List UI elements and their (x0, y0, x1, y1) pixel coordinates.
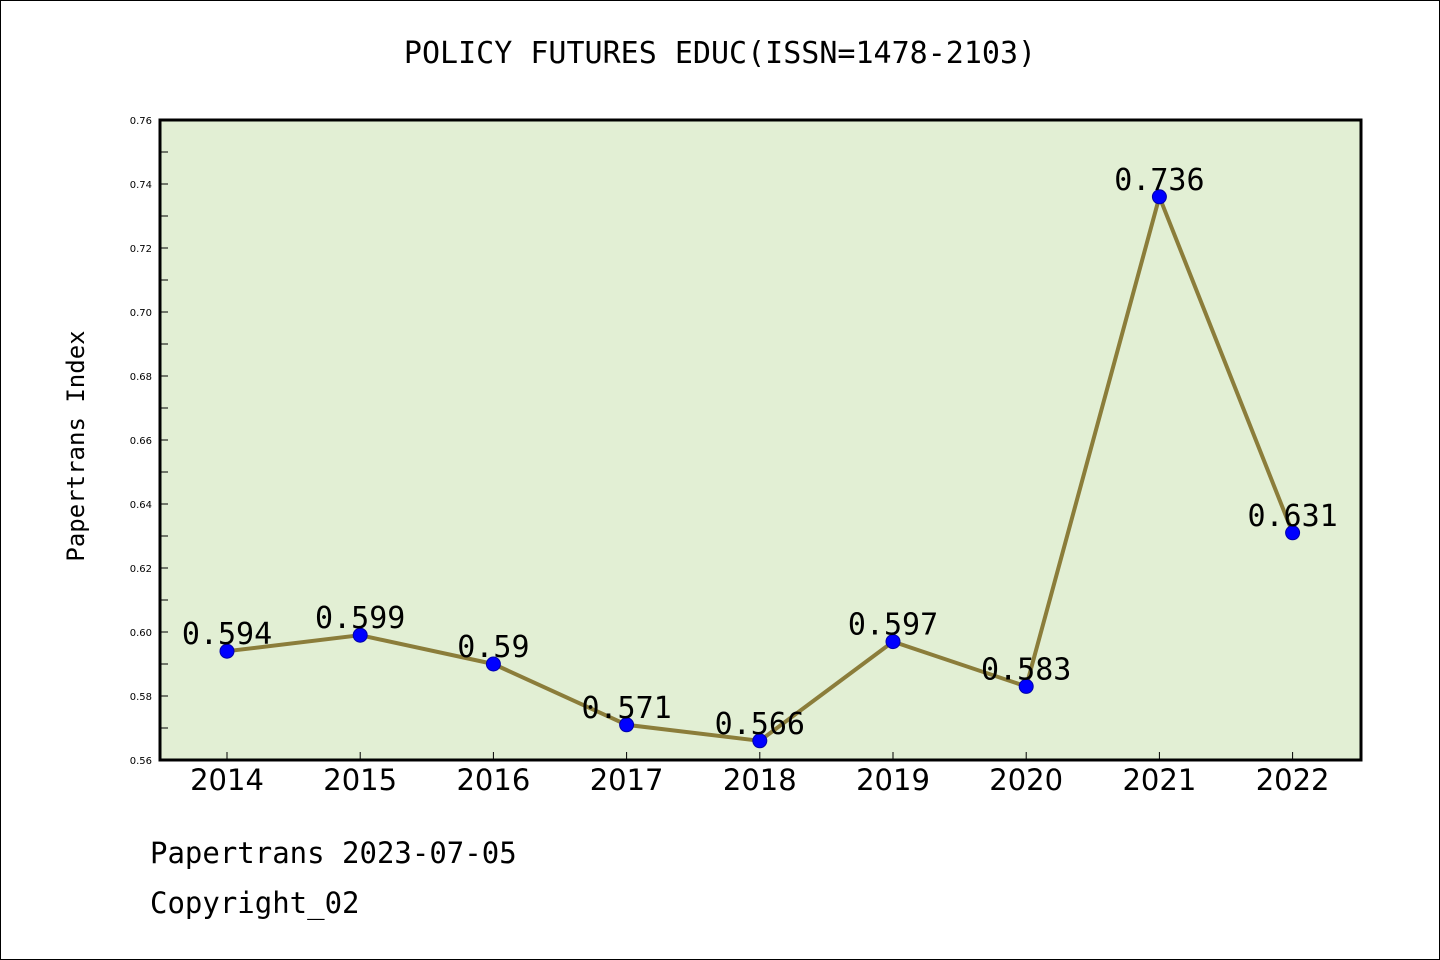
x-tick-label: 2015 (323, 763, 397, 797)
data-point-2021 (1151, 189, 1167, 205)
y-tick-label: 0.68 (130, 372, 152, 383)
data-point-2022 (1285, 525, 1301, 541)
data-point-2015 (352, 627, 368, 643)
y-tick-label: 0.74 (130, 180, 152, 191)
y-tick-label: 0.62 (130, 564, 152, 575)
x-tick-label: 2022 (1256, 763, 1330, 797)
y-tick-label: 0.72 (130, 244, 152, 255)
data-point-2018 (752, 733, 768, 749)
data-label-2017: 0.571 (581, 691, 671, 726)
data-point-2017 (619, 717, 635, 733)
x-tick-label: 2016 (456, 763, 530, 797)
chart-title: POLICY FUTURES EDUC(ISSN=1478-2103) (403, 36, 1037, 71)
x-tick-label: 2020 (989, 763, 1063, 797)
x-tick-label: 2021 (1122, 763, 1196, 797)
y-tick-label: 0.60 (130, 628, 152, 639)
y-tick-label: 0.58 (130, 692, 152, 703)
x-tick-label: 2018 (723, 763, 797, 797)
data-label-2018: 0.566 (715, 707, 805, 742)
y-tick-label: 0.56 (130, 756, 152, 767)
plot-area (160, 120, 1361, 760)
footer-copyright: Copyright_02 (150, 886, 360, 920)
plot-border (158, 118, 1363, 762)
data-label-2021: 0.736 (1114, 163, 1204, 198)
footer-date: Papertrans 2023-07-05 (150, 836, 517, 870)
y-tick-label: 0.70 (130, 308, 152, 319)
data-label-2019: 0.597 (848, 608, 938, 643)
data-label-2015: 0.599 (315, 601, 405, 636)
x-tick-label: 2017 (590, 763, 664, 797)
data-point-2020 (1018, 678, 1034, 694)
data-label-2022: 0.631 (1247, 499, 1337, 534)
x-tick-label: 2014 (190, 763, 264, 797)
y-tick-label: 0.66 (130, 436, 152, 447)
data-label-2020: 0.583 (981, 652, 1071, 687)
data-label-2016: 0.59 (457, 630, 529, 665)
y-tick-label: 0.76 (130, 116, 152, 127)
x-tick-label: 2019 (856, 763, 930, 797)
y-tick-label: 0.64 (130, 500, 152, 511)
data-label-2014: 0.594 (182, 617, 272, 652)
data-point-2016 (485, 656, 501, 672)
data-point-2014 (219, 643, 235, 659)
data-point-2019 (885, 634, 901, 650)
